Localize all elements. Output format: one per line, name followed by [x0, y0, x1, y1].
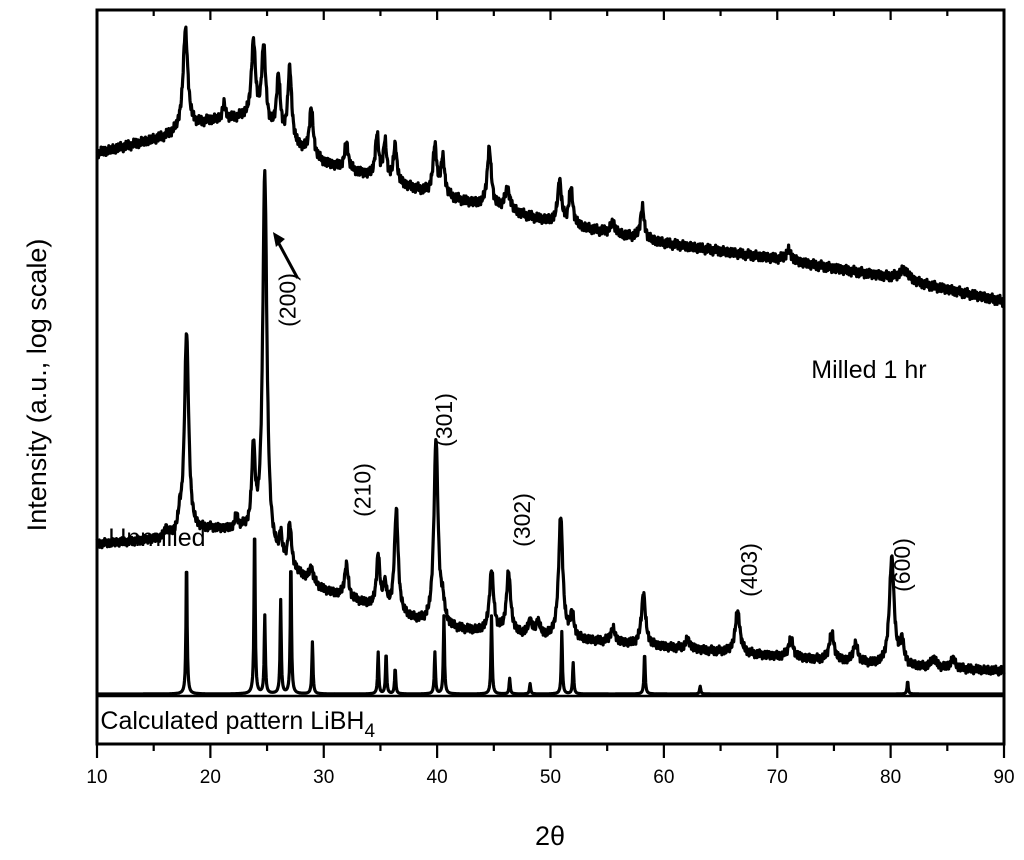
x-tick-label: 30 — [313, 767, 334, 788]
series-label-subscript: 4 — [364, 721, 375, 742]
x-axis-ticks — [95, 744, 1006, 758]
y-axis-title: Intensity (a.u., log scale) — [22, 239, 52, 532]
miller-arrow-head — [272, 232, 285, 247]
miller-label: (302) — [509, 493, 535, 547]
series-1-line — [95, 169, 1006, 677]
series-label-text: Milled 1 hr — [811, 356, 926, 384]
series-label-0: Milled 1 hr — [811, 356, 926, 384]
miller-arrow-shaft — [274, 237, 299, 279]
x-tick-label: 20 — [200, 767, 221, 788]
miller-label: (301) — [431, 393, 457, 447]
series-label-text: Unmilled — [108, 524, 205, 552]
series-label-2: Calculated pattern LiBH4 — [100, 707, 375, 742]
x-axis-title: 2θ — [535, 821, 565, 851]
x-tick-label: 90 — [993, 767, 1014, 788]
top-minor-ticks — [95, 10, 1006, 20]
x-tick-label: 70 — [767, 767, 788, 788]
x-axis-tick-labels: 10 20 30 40 50 60 70 80 90 — [86, 767, 1014, 788]
miller-index-labels: (200) (210) (301) (302) (403) (600) — [272, 232, 915, 597]
series-label-1: Unmilled — [108, 524, 205, 552]
miller-label: (210) — [349, 463, 375, 517]
miller-label: (403) — [736, 543, 762, 597]
annotations: Milled 1 hr Unmilled Calculated pattern Li… — [100, 356, 926, 742]
traces — [95, 25, 1006, 696]
x-tick-label: 40 — [427, 767, 448, 788]
miller-label: (600) — [889, 538, 915, 592]
series-label-text: Calculated pattern LiBH — [100, 707, 364, 735]
x-tick-label: 80 — [880, 767, 901, 788]
miller-label: (200) — [275, 273, 301, 327]
series-2-line — [95, 537, 1006, 696]
series-0-line — [95, 25, 1006, 308]
x-tick-label: 60 — [653, 767, 674, 788]
x-tick-label: 50 — [540, 767, 561, 788]
x-tick-label: 10 — [86, 767, 107, 788]
